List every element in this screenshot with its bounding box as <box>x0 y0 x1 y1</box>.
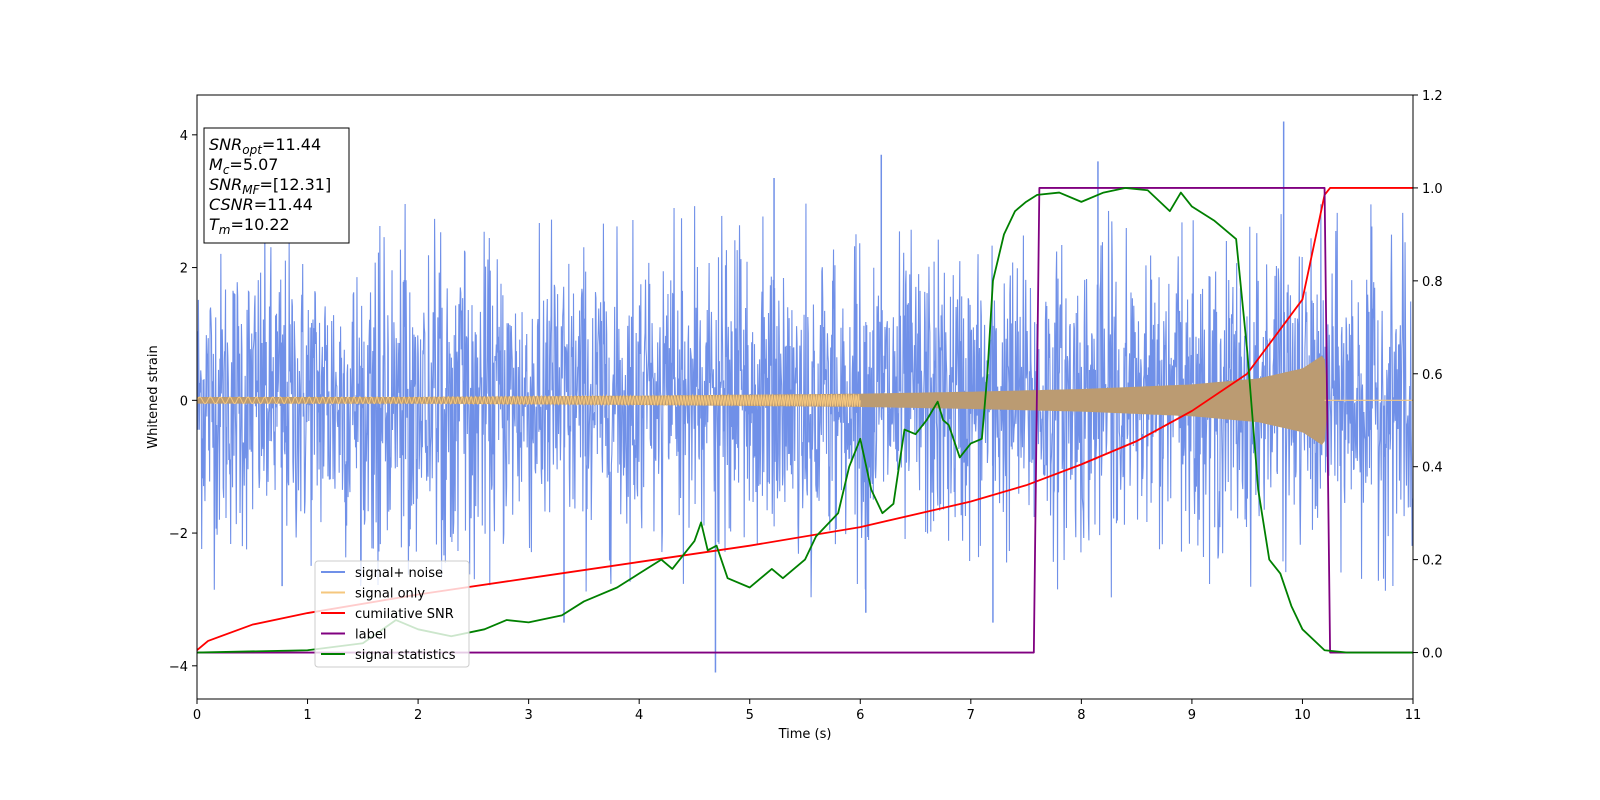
x-tick-label: 3 <box>524 708 532 723</box>
legend-label: cumilative SNR <box>355 607 454 622</box>
info-line: Mc=5.07 <box>209 155 278 177</box>
y-tick-label: 0 <box>180 394 188 409</box>
legend-frame <box>314 560 470 668</box>
legend-label: signal+ noise <box>355 566 443 581</box>
legend-label: signal only <box>355 587 425 602</box>
info-box-frame <box>203 127 350 244</box>
y2-tick-label: 0.6 <box>1422 368 1443 383</box>
legend-label: signal statistics <box>355 648 456 663</box>
x-axis-label: Time (s) <box>778 727 832 742</box>
series-signal-only <box>197 393 861 408</box>
x-tick-label: 7 <box>967 708 975 723</box>
legend-label: label <box>355 628 386 643</box>
x-tick-label: 1 <box>303 708 311 723</box>
plot-frame <box>196 94 1414 700</box>
info-line: SNRMF=[12.31] <box>209 175 331 197</box>
x-tick-label: 10 <box>1294 708 1311 723</box>
y-tick-label: −2 <box>169 527 188 542</box>
y2-tick-label: 0.2 <box>1422 554 1443 569</box>
y-tick-label: 4 <box>180 129 188 144</box>
y-tick-label: 2 <box>180 262 188 277</box>
lines-layer <box>197 187 1413 654</box>
x-tick-label: 4 <box>635 708 643 723</box>
x-tick-label: 8 <box>1077 708 1085 723</box>
series-cumilative-snr <box>197 187 1413 651</box>
series-signal-only-band <box>197 355 1413 445</box>
x-tick-label: 11 <box>1405 708 1422 723</box>
y2-tick-label: 1.2 <box>1422 89 1443 104</box>
y2-tick-label: 0.0 <box>1422 647 1443 662</box>
info-box: SNRopt=11.44Mc=5.07SNRMF=[12.31]CSNR=11.… <box>203 127 350 244</box>
series-signal-statistics <box>197 187 1413 654</box>
y-tick-label: −4 <box>169 660 188 675</box>
info-line: CSNR=11.44 <box>209 195 313 214</box>
y2-tick-label: 0.8 <box>1422 275 1443 290</box>
x-tick-label: 6 <box>856 708 864 723</box>
x-tick-label: 9 <box>1188 708 1196 723</box>
axes-layer: 0 1 2 3 4 5 6 7 8 9 10 11 −4 −2 0 2 4 0.0 0.2 0.4 0.6 0.8 1.0 1… <box>169 89 1443 723</box>
x-tick-label: 2 <box>414 708 422 723</box>
x-tick-label: 0 <box>193 708 201 723</box>
y2-tick-label: 0.4 <box>1422 461 1443 476</box>
legend: signal+ noise signal only cumilative SNR la… <box>314 560 470 668</box>
y-axis-label: Whitened strain <box>146 345 161 448</box>
chirp-layer <box>197 355 1413 445</box>
info-line: Tm=10.22 <box>209 215 290 237</box>
y2-tick-label: 1.0 <box>1422 182 1443 197</box>
x-tick-label: 5 <box>746 708 754 723</box>
info-line: SNRopt=11.44 <box>209 135 321 157</box>
